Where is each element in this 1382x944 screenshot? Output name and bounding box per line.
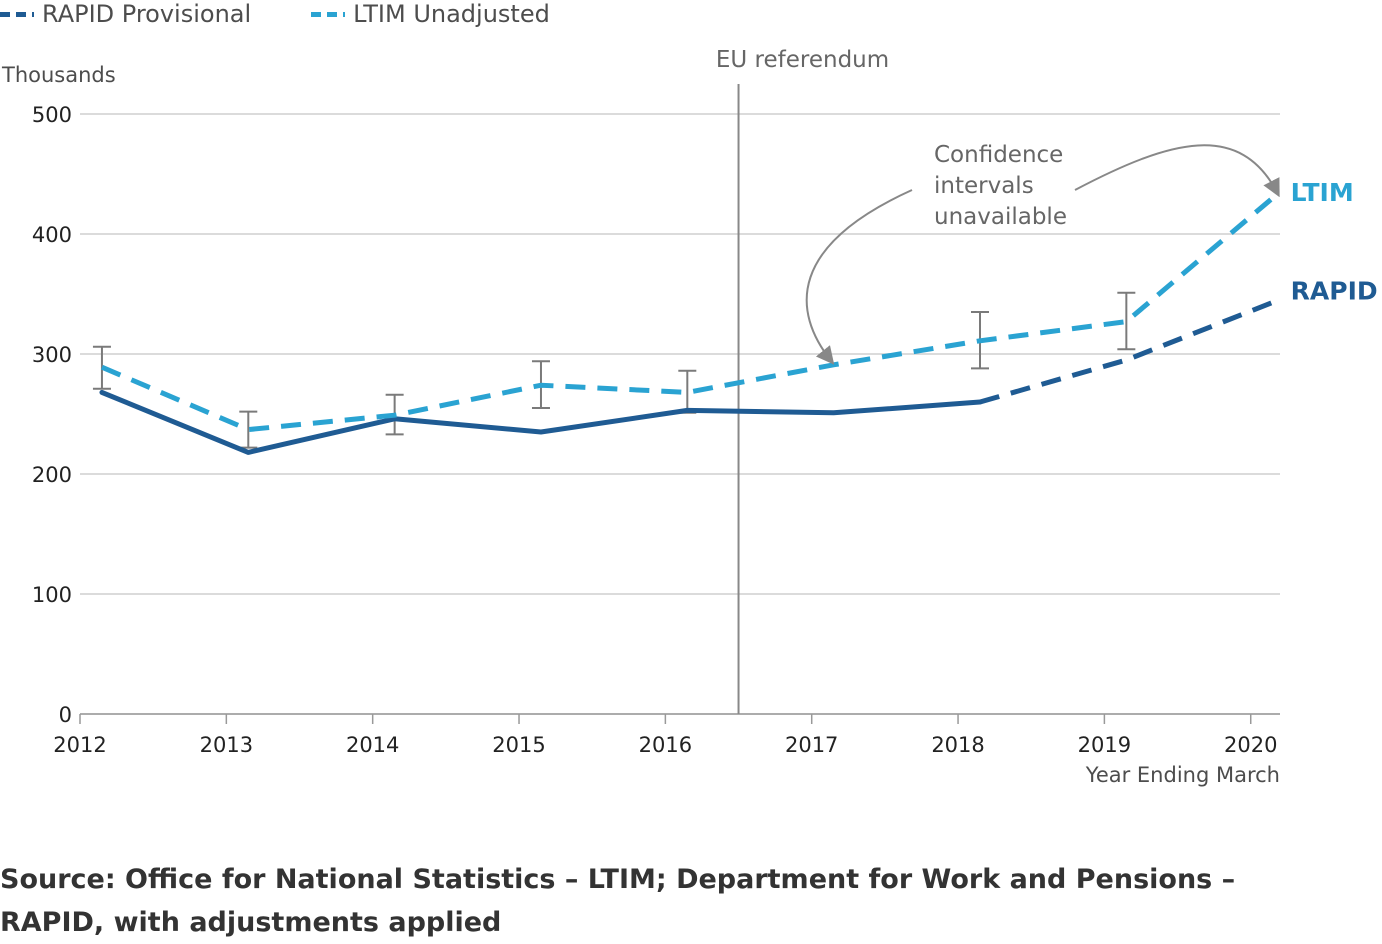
annotation-text-line: unavailable — [934, 204, 1067, 230]
y-axis-title: Thousands — [1, 63, 116, 87]
x-tick-label: 2020 — [1224, 733, 1277, 757]
source-note: Source: Office for National Statistics –… — [0, 858, 1340, 944]
line-chart: 0 100 200 300 400 500 2012 2013 2014 2015 2016 2017… — [0, 0, 1382, 840]
y-tick-label: 0 — [59, 703, 72, 727]
annotation-arrow-right — [1075, 145, 1278, 194]
ltim-end-label: LTIM — [1291, 178, 1354, 207]
y-tick-label: 500 — [32, 103, 72, 127]
x-tick-label: 2018 — [931, 733, 984, 757]
annotation-text-line: Confidence — [934, 142, 1063, 168]
y-tick-label: 100 — [32, 583, 72, 607]
y-tick-label: 200 — [32, 463, 72, 487]
y-tick-label: 300 — [32, 343, 72, 367]
x-tick-label: 2012 — [53, 733, 106, 757]
x-tick-label: 2015 — [492, 733, 545, 757]
eu-referendum-label: EU referendum — [716, 47, 889, 73]
x-tick-label: 2017 — [785, 733, 838, 757]
annotation-text-line: intervals — [934, 173, 1034, 199]
y-tick-label: 400 — [32, 223, 72, 247]
x-tick-label: 2013 — [200, 733, 253, 757]
x-axis-title: Year Ending March — [1085, 763, 1280, 787]
annotation-arrow-left — [807, 190, 912, 362]
rapid-end-label: RAPID — [1291, 276, 1378, 305]
x-tick-label: 2014 — [346, 733, 399, 757]
x-tick-label: 2016 — [639, 733, 692, 757]
x-tick-label: 2019 — [1078, 733, 1131, 757]
